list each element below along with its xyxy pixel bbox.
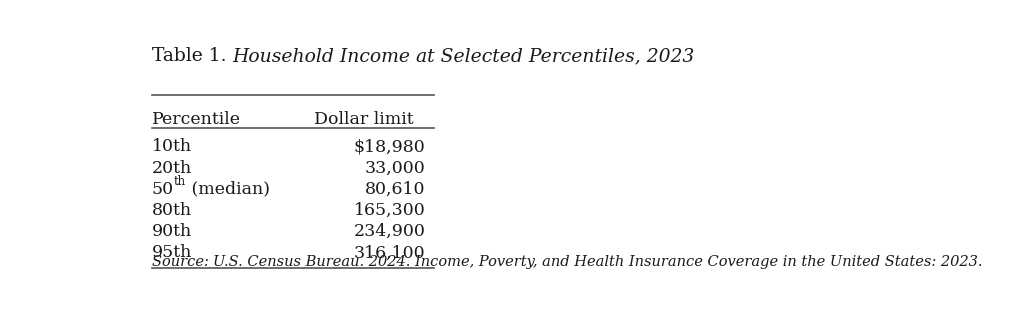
Text: Percentile: Percentile: [152, 111, 241, 128]
Text: th: th: [174, 175, 186, 188]
Text: Source:: Source:: [152, 255, 213, 269]
Text: 33,000: 33,000: [365, 160, 426, 177]
Text: U.S. Census Bureau. 2024. Income, Poverty, and Health Insurance Coverage in the : U.S. Census Bureau. 2024. Income, Povert…: [213, 255, 983, 269]
Text: 90th: 90th: [152, 223, 193, 240]
Text: 234,900: 234,900: [353, 223, 426, 240]
Text: (median): (median): [186, 181, 270, 198]
Text: 316,100: 316,100: [354, 244, 426, 261]
Text: 50: 50: [152, 181, 174, 198]
Text: Household Income at Selected Percentiles, 2023: Household Income at Selected Percentiles…: [232, 47, 694, 65]
Text: 20th: 20th: [152, 160, 193, 177]
Text: $18,980: $18,980: [354, 138, 426, 155]
Text: 95th: 95th: [152, 244, 193, 261]
Text: 80,610: 80,610: [366, 181, 426, 198]
Text: Table 1.: Table 1.: [152, 47, 232, 65]
Text: Dollar limit: Dollar limit: [314, 111, 414, 128]
Text: 165,300: 165,300: [354, 202, 426, 219]
Text: 10th: 10th: [152, 138, 191, 155]
Text: 80th: 80th: [152, 202, 191, 219]
